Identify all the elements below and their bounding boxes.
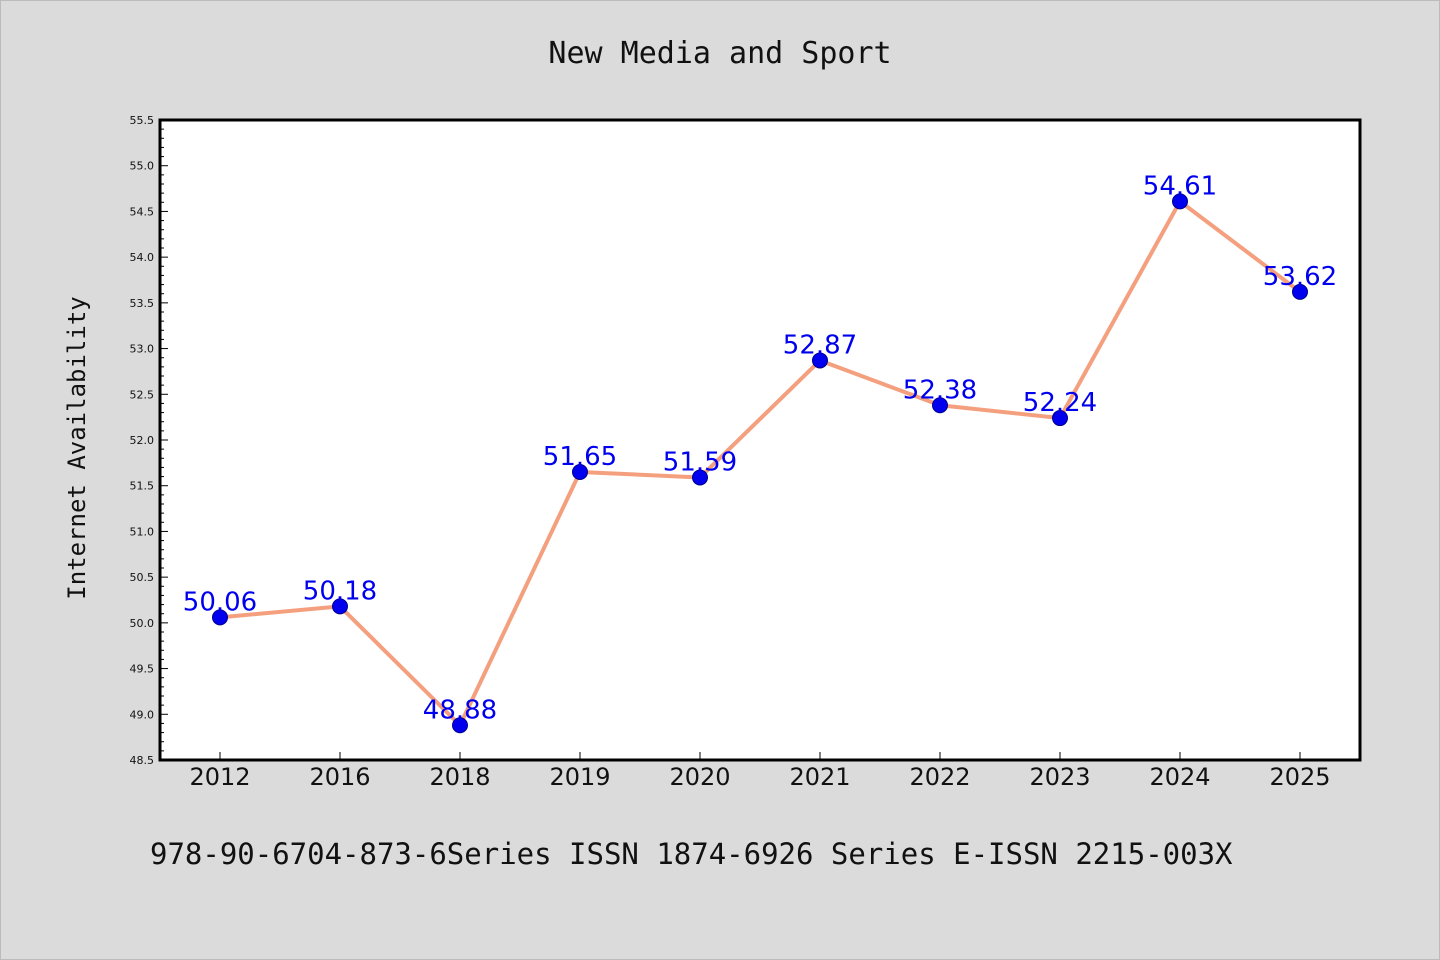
y-tick-label: 51.0	[130, 525, 155, 538]
x-tick-label: 2022	[909, 763, 970, 791]
y-tick-label: 50.5	[130, 571, 155, 584]
chart-title: New Media and Sport	[548, 36, 891, 71]
x-tick-label: 2018	[429, 763, 490, 791]
x-axis-ticks: 2012 2016 2018 2019 2020 2021 2022 2023 2024 2025	[189, 752, 1331, 791]
y-axis-ticks: 48.5 49.0 49.5 50.0 50.5 51.0 51.5 52.0 52.5 53.0…	[130, 114, 168, 767]
data-point	[932, 397, 948, 414]
data-label: 54.61	[1143, 171, 1217, 201]
data-label: 52.38	[903, 375, 977, 405]
y-tick-label: 52.0	[130, 434, 155, 447]
data-point	[1052, 410, 1068, 427]
x-tick-label: 2021	[789, 763, 850, 791]
data-label: 48.88	[423, 695, 497, 725]
y-tick-label: 51.5	[130, 480, 155, 493]
y-tick-label: 54.0	[130, 251, 155, 264]
data-label: 50.06	[183, 587, 257, 617]
data-label: 53.62	[1263, 262, 1337, 292]
x-tick-label: 2023	[1029, 763, 1090, 791]
series-lines	[218, 199, 1302, 728]
y-tick-label: 52.5	[130, 388, 155, 401]
x-tick-label: 2016	[309, 763, 370, 791]
x-tick-label: 2020	[669, 763, 730, 791]
data-point	[212, 609, 228, 626]
data-label: 52.24	[1023, 388, 1097, 418]
data-label: 51.59	[663, 447, 737, 477]
footer-text: 978-90-6704-873-6Series ISSN 1874-6926 S…	[150, 837, 1233, 871]
x-tick-label: 2025	[1269, 763, 1330, 791]
data-point	[692, 469, 708, 486]
y-tick-label: 54.5	[130, 205, 155, 218]
data-point	[1292, 283, 1308, 300]
y-tick-label: 49.0	[130, 708, 155, 721]
data-point	[572, 464, 588, 480]
data-point	[332, 598, 348, 615]
y-tick-label: 55.0	[130, 160, 155, 173]
y-axis-label: Internet Availability	[63, 296, 91, 599]
data-label: 52.87	[783, 330, 857, 360]
y-tick-label: 55.5	[130, 114, 155, 127]
data-label: 50.18	[303, 576, 377, 606]
y-tick-label: 48.5	[130, 754, 155, 767]
data-point	[1172, 193, 1188, 210]
series-line	[218, 199, 1302, 728]
x-tick-label: 2024	[1149, 763, 1210, 791]
data-label: 51.65	[543, 442, 617, 472]
data-point	[452, 717, 468, 734]
x-tick-label: 2012	[189, 763, 250, 791]
y-tick-label: 53.5	[130, 297, 155, 310]
series-markers	[212, 193, 1308, 734]
data-labels: 50.06 50.18 48.88 51.65 51.59 52.87 52.38 52.24…	[183, 171, 1337, 725]
data-point	[812, 352, 828, 369]
y-tick-label: 50.0	[130, 617, 155, 630]
y-tick-label: 53.0	[130, 343, 155, 356]
plot-area	[158, 118, 1362, 762]
y-tick-label: 49.5	[130, 663, 155, 676]
x-tick-label: 2019	[549, 763, 610, 791]
